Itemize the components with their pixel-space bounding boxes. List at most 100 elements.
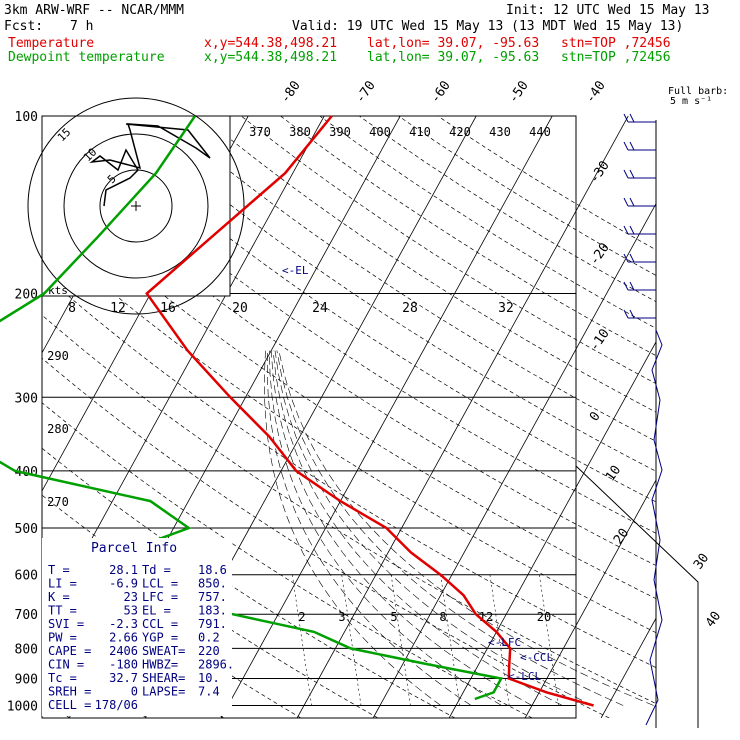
hodograph-speed-label: 12 [110, 301, 126, 316]
pressure-tick-label: 1000 [7, 700, 38, 715]
isotherm-label-right: 30 [691, 551, 712, 572]
isotherm-label-right: 40 [703, 609, 724, 630]
wind-barb-flag [623, 253, 629, 263]
pressure-tick-label: 700 [15, 608, 38, 623]
moist-adiabat [270, 350, 533, 706]
wind-barb-flag [629, 225, 635, 235]
temperature-legend: Temperature [8, 36, 95, 51]
parcel-info-value: 220 [198, 644, 220, 658]
parcel-info-value: 791. [198, 617, 227, 631]
mixing-ratio-label: 20 [537, 610, 551, 624]
hodograph [27, 97, 245, 315]
parcel-info-value: 23 [124, 590, 138, 604]
dewpoint-legend: Dewpoint temperature [8, 50, 165, 65]
parcel-info-key: SVI = [48, 617, 84, 631]
mixing-ratio-line [390, 574, 411, 706]
parcel-info-key: CCL = [142, 617, 178, 631]
parcel-info-key: CELL = [48, 698, 91, 712]
wind-barb-flag [629, 253, 635, 263]
parcel-info-value: 28.1 [109, 563, 138, 577]
hodograph-ring [63, 133, 209, 279]
parcel-info-box [42, 538, 232, 716]
mixing-ratio-line [440, 574, 461, 706]
parcel-info-key: TT = [48, 604, 77, 618]
isotherm-label-top: -60 [428, 78, 454, 106]
wind-profile [575, 113, 699, 728]
mixing-ratio-line [292, 574, 312, 706]
parcel-info-key: EL = [142, 604, 171, 618]
wind-barb-flag [629, 197, 635, 207]
isotherm-line [220, 116, 553, 718]
parcel-info-key: Td = [142, 563, 171, 577]
temperature-line [145, 115, 594, 707]
mixing-ratio-line [539, 574, 559, 706]
parcel-info-value: 850. [198, 577, 227, 591]
parcel-info-key: SWEAT= [142, 644, 185, 658]
parcel-info-key: Tc = [48, 671, 77, 685]
wind-barb-flag [623, 197, 629, 207]
isotherm-label-right: -10 [587, 326, 613, 354]
plot-outline [575, 465, 699, 728]
dry-adiabat [240, 116, 656, 385]
isotherm-line [372, 202, 656, 718]
dry-adiabat [42, 357, 610, 718]
dry-adiabat [42, 272, 656, 668]
hodograph-ring [27, 97, 245, 315]
dewpoint-latlon: lat,lon= 39.07, -95.63 [367, 50, 540, 65]
pressure-tick-label: 200 [15, 287, 38, 302]
theta-label-left: 280 [47, 422, 69, 436]
parcel-info-value: 183. [198, 604, 227, 618]
parcel-info-key: HWBZ= [142, 658, 178, 672]
hodograph-trace [89, 123, 211, 207]
parcel-info-value: 2.66 [109, 631, 138, 645]
wind-barb-flag [629, 309, 635, 319]
theta-label: 380 [289, 125, 311, 139]
wind-barb-flag [623, 169, 629, 179]
dry-adiabat [42, 190, 656, 599]
theta-label: 440 [529, 125, 551, 139]
parcel-info-key: PW = [48, 631, 77, 645]
parcel-info-value: 0.2 [198, 631, 220, 645]
dry-adiabat [83, 116, 656, 503]
parcel-info-key: LCL = [142, 577, 178, 591]
parcel-info-key: CIN = [48, 658, 84, 672]
dry-adiabat [42, 447, 456, 718]
dry-adiabat [44, 116, 656, 534]
parcel-info-value: 757. [198, 590, 227, 604]
level-marker: <-EL [282, 264, 309, 277]
parcel-info-key: LAPSE= [142, 685, 185, 699]
parcel-info-key: SREH = [48, 685, 91, 699]
wind-barb-flag [623, 141, 629, 151]
parcel-info-key: LFC = [142, 590, 178, 604]
pressure-tick-label: 800 [15, 642, 38, 657]
dewpoint-station: stn=TOP ,72456 [561, 50, 671, 65]
parcel-info-key: T = [48, 563, 70, 577]
parcel-info-key: CAPE = [48, 644, 91, 658]
parcel-info-value: -6.9 [109, 577, 138, 591]
hodograph-speed-label: 8 [68, 301, 76, 316]
isotherm-line [0, 116, 20, 718]
hodograph-speed-label: 32 [498, 301, 514, 316]
wind-legend-unit: 5 m s⁻¹ [670, 96, 712, 107]
level-marker: <-LCL [508, 670, 541, 683]
parcel-info-value: 0 [131, 685, 138, 699]
mixing-ratio-label: 5 [390, 610, 397, 624]
theta-label: 430 [489, 125, 511, 139]
temperature-latlon: lat,lon= 39.07, -95.63 [367, 36, 540, 51]
pressure-tick-label: 600 [15, 569, 38, 584]
level-marker: <-LFC [488, 636, 521, 649]
parcel-info-value: 10. [198, 671, 220, 685]
pressure-tick-label: 300 [15, 391, 38, 406]
parcel-info-value: 18.6 [198, 563, 227, 577]
theta-label: 410 [409, 125, 431, 139]
theta-label: 400 [369, 125, 391, 139]
moist-adiabat [272, 350, 563, 706]
dry-adiabat [201, 116, 656, 413]
hodograph-unit-label: kts [48, 284, 68, 297]
moist-adiabat [278, 350, 654, 706]
wind-barb-flag [623, 309, 629, 319]
parcel-info-value: 2406 [109, 644, 138, 658]
wind-barb-flag [623, 225, 629, 235]
wind-barb-flag [629, 281, 635, 291]
isotherm-line [448, 341, 656, 718]
